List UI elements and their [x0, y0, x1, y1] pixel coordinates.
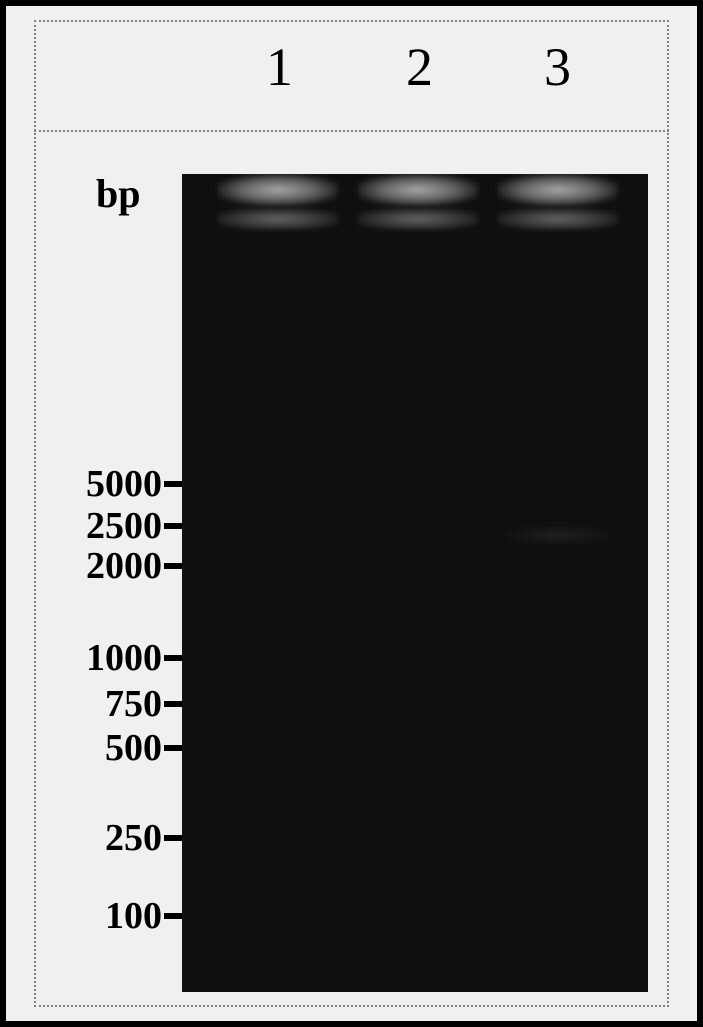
marker-tick [164, 481, 184, 487]
bp-axis-label: bp [96, 170, 141, 217]
marker-label: 100 [52, 894, 162, 938]
gel-band [503, 526, 613, 544]
lane-well-glow [358, 174, 478, 206]
marker-label: 500 [52, 726, 162, 770]
marker-tick [164, 701, 184, 707]
marker-label: 5000 [52, 462, 162, 506]
figure-outer-frame: 1 2 3 bp 500025002000 1000750500 250 100 [0, 0, 703, 1027]
lane-label-3: 3 [544, 36, 571, 98]
lane-label-1: 1 [266, 36, 293, 98]
marker-tick [164, 745, 184, 751]
gel-noise-texture [182, 174, 648, 992]
marker-label: 1000 [52, 636, 162, 680]
marker-label: 2500 [52, 504, 162, 548]
header-separator-rule [34, 130, 669, 132]
marker-tick [164, 563, 184, 569]
lane-well-glow [218, 174, 338, 206]
gel-image-area [182, 174, 648, 992]
marker-tick [164, 655, 184, 661]
marker-tick [164, 835, 184, 841]
lane-well-secondary [218, 208, 338, 230]
lane-well-secondary [498, 208, 618, 230]
lane-well-glow [498, 174, 618, 206]
marker-label: 250 [52, 816, 162, 860]
marker-label: 750 [52, 682, 162, 726]
lane-well-secondary [358, 208, 478, 230]
marker-tick [164, 523, 184, 529]
marker-label: 2000 [52, 544, 162, 588]
marker-tick [164, 913, 184, 919]
lane-label-2: 2 [406, 36, 433, 98]
